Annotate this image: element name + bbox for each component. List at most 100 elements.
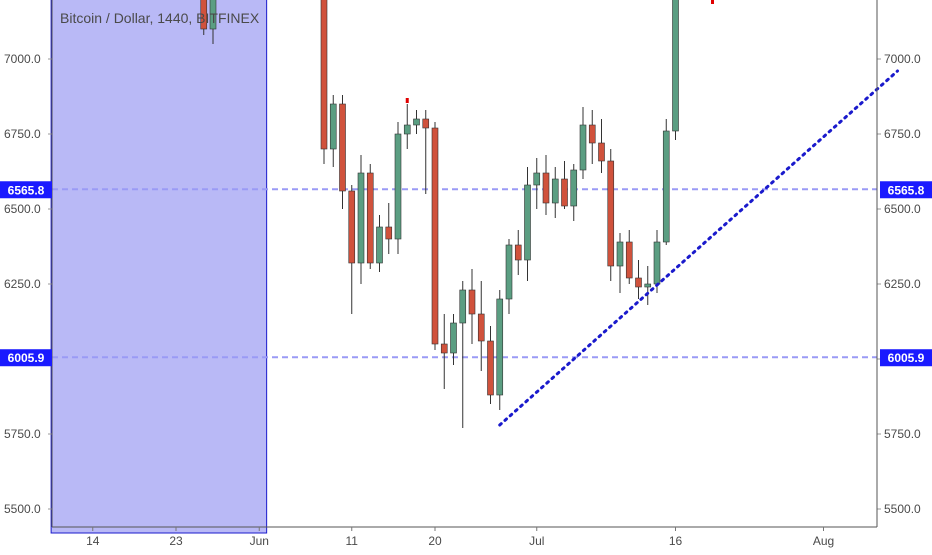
candle-body (588, 124, 596, 144)
candle (496, 290, 504, 410)
candle-body (561, 178, 568, 207)
candle-body (459, 289, 467, 324)
candle-body (329, 103, 337, 150)
range-box (50, 0, 268, 534)
candle-body (200, 0, 208, 30)
price-label-bg-left (0, 181, 52, 199)
candle (329, 95, 337, 167)
candle-body (662, 130, 670, 243)
candle (403, 104, 411, 149)
candle-body (450, 322, 457, 354)
candle-body (413, 118, 420, 126)
candle-body (468, 289, 476, 315)
y-tick-label-left: 5750.0 (4, 427, 41, 441)
y-tick-label-right: 6500.0 (884, 202, 921, 216)
candle-body (422, 118, 430, 129)
y-tick-label-left: 7000.0 (4, 52, 41, 66)
x-tick-label: 14 (86, 534, 100, 548)
candle (625, 230, 633, 284)
candle-body (579, 124, 587, 171)
candle (514, 230, 522, 275)
candle (376, 215, 383, 272)
candle-body (524, 184, 531, 261)
candle (561, 161, 568, 209)
x-tick-label: Jul (529, 534, 544, 548)
candle (200, 0, 208, 35)
y-tick-label-right: 5750.0 (884, 427, 921, 441)
candle (477, 281, 485, 371)
candle-body (487, 340, 494, 396)
candle-body (514, 244, 522, 261)
candle (431, 122, 439, 350)
candle (440, 314, 448, 389)
candle-body (496, 298, 504, 396)
x-tick-label: 20 (428, 534, 442, 548)
candle (468, 269, 476, 344)
fractal-dot (711, 0, 714, 4)
price-label-left: 6005.9 (8, 351, 45, 365)
y-tick-label-right: 7000.0 (884, 52, 921, 66)
y-tick-label-left: 6500.0 (4, 202, 41, 216)
x-tick-label: Jun (250, 534, 269, 548)
candle-body (542, 172, 550, 204)
candle (598, 119, 605, 173)
overlays (405, 0, 899, 427)
candle-body (533, 172, 541, 186)
candle (366, 164, 374, 269)
candle (551, 167, 559, 218)
candle-body (385, 226, 393, 240)
candle (533, 158, 541, 209)
candle (357, 155, 365, 284)
candle (348, 185, 356, 314)
candle-body (339, 103, 346, 192)
candle-body (644, 283, 652, 288)
y-tick-label-left: 5500.0 (4, 502, 41, 516)
candle-body (366, 172, 374, 264)
candle-body (570, 169, 578, 207)
price-label-right: 6565.8 (888, 183, 925, 197)
fractal-dot (405, 98, 409, 103)
candle (394, 122, 402, 254)
candle-body (635, 277, 642, 288)
price-labels: 21:48:4021:48:408171.18171.18086.68086.6… (0, 181, 932, 367)
candle (672, 0, 679, 140)
candle (459, 281, 467, 428)
candle (487, 326, 494, 404)
price-label-bg-left (0, 349, 52, 367)
x-tick-label: 23 (169, 534, 183, 548)
candles (200, 0, 679, 428)
candle-body (394, 133, 402, 240)
x-tick-label: 11 (346, 534, 359, 548)
shaded-range-box (50, 0, 268, 534)
y-tick-label-right: 5500.0 (884, 502, 921, 516)
y-tick-label-right: 6250.0 (884, 277, 921, 291)
candle (635, 260, 642, 299)
candle-body (440, 343, 448, 354)
candle (616, 233, 624, 293)
candle (413, 110, 420, 134)
candle (588, 110, 596, 164)
trend-line-0 (498, 69, 899, 427)
x-tick-label: Aug (813, 534, 834, 548)
candle (570, 164, 578, 221)
candle (542, 155, 550, 215)
candle-body (551, 178, 559, 204)
candle (607, 149, 615, 281)
price-label-right: 6005.9 (888, 351, 925, 365)
candle-body (477, 313, 485, 342)
candle (450, 314, 457, 365)
candle-body (357, 172, 365, 264)
candle-body (672, 0, 679, 132)
candle (579, 107, 587, 179)
chart-title: Bitcoin / Dollar, 1440, BITFINEX (60, 10, 260, 26)
candle-body (403, 124, 411, 135)
candle-body (653, 241, 661, 285)
candle-body (431, 127, 439, 345)
candle-body (348, 190, 356, 264)
y-tick-label-left: 6250.0 (4, 277, 41, 291)
y-tick-label-right: 6750.0 (884, 127, 921, 141)
y-tick-label-left: 6750.0 (4, 127, 41, 141)
candle (209, 0, 217, 44)
